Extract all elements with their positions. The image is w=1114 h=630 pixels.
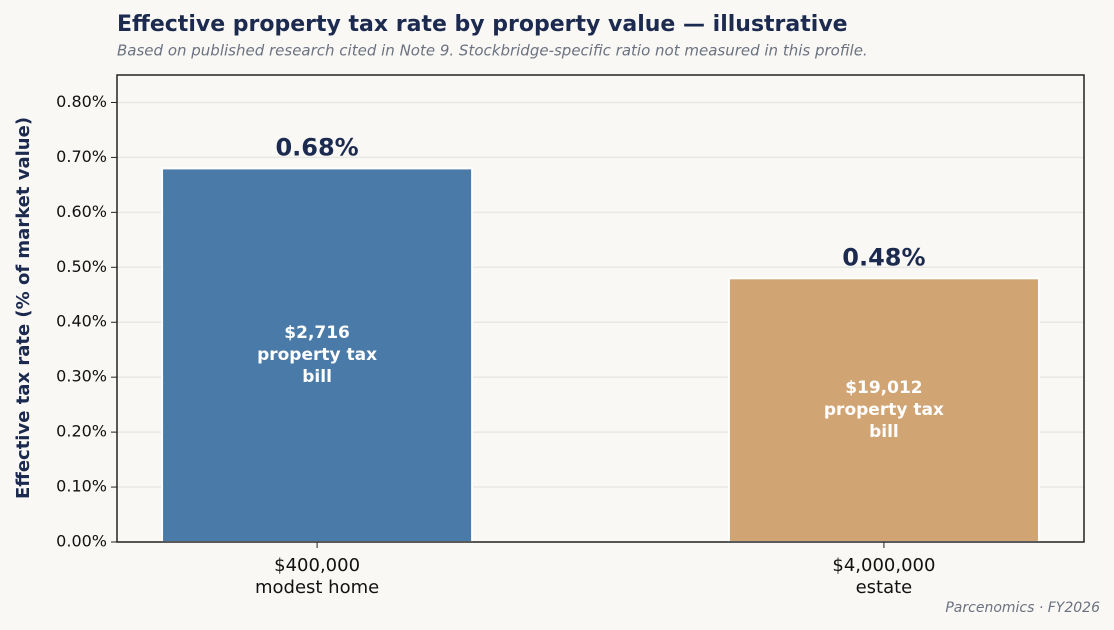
y-tick-label: 0.70% — [56, 147, 107, 166]
chart-subtitle: Based on published research cited in Not… — [117, 42, 868, 60]
bar — [161, 167, 474, 543]
y-tick-label: 0.30% — [56, 367, 107, 386]
x-tick-label: $4,000,000 estate — [832, 555, 935, 598]
y-tick-label: 0.50% — [56, 257, 107, 276]
y-tick-label: 0.60% — [56, 202, 107, 221]
y-tick-label: 0.80% — [56, 92, 107, 111]
bar-annotation: $19,012 property tax bill — [824, 378, 944, 442]
bar-annotation: $2,716 property tax bill — [257, 323, 377, 387]
chart-title: Effective property tax rate by property … — [117, 12, 848, 37]
plot-frame — [116, 74, 1085, 543]
y-tick-label: 0.00% — [56, 532, 107, 551]
y-tick-label: 0.40% — [56, 312, 107, 331]
value-label: 0.68% — [275, 133, 358, 161]
x-tick-label: $400,000 modest home — [255, 555, 379, 598]
value-label: 0.48% — [842, 243, 925, 271]
source-note: Parcenomics · FY2026 — [945, 600, 1100, 616]
y-axis-label: Effective tax rate (% of market value) — [13, 117, 34, 499]
y-tick-label: 0.20% — [56, 422, 107, 441]
y-tick-label: 0.10% — [56, 477, 107, 496]
